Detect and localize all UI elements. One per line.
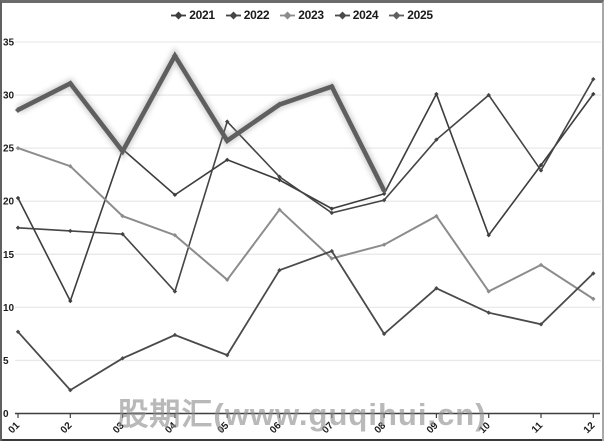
data-point-marker — [225, 157, 230, 163]
series-line-2023 — [17, 147, 594, 300]
series-line-glow-2025 — [15, 46, 389, 193]
y-axis-tick-label: 20 — [3, 197, 15, 208]
x-axis-tick-label: 09 — [425, 420, 441, 436]
y-axis-tick-label: 35 — [3, 38, 15, 49]
data-point-marker — [172, 332, 178, 338]
legend-label: 2023 — [298, 8, 324, 22]
data-point-marker — [172, 289, 178, 294]
data-point-marker — [15, 225, 21, 230]
legend-label: 2024 — [352, 8, 379, 22]
legend-label: 2022 — [243, 8, 270, 22]
bottom-border — [2, 439, 602, 441]
data-point-marker — [224, 137, 231, 144]
data-point-marker — [120, 356, 125, 361]
data-point-marker — [328, 83, 335, 90]
data-point-marker — [329, 206, 334, 211]
data-point-marker — [434, 137, 439, 142]
x-axis-tick-label: 05 — [216, 420, 232, 436]
data-point-marker — [538, 168, 544, 173]
data-point-marker — [434, 213, 439, 219]
legend-marker-icon — [171, 11, 187, 19]
data-point-marker — [67, 80, 74, 87]
series-line-2025 — [16, 51, 387, 192]
series-line-2024 — [17, 250, 594, 392]
data-point-marker — [277, 207, 282, 212]
data-point-marker — [591, 91, 596, 97]
legend-item-2024: 2024 — [334, 8, 379, 22]
x-axis-tick-label: 12 — [582, 420, 598, 436]
legend-label: 2025 — [407, 8, 433, 22]
y-axis-tick-label: 10 — [3, 303, 15, 314]
data-point-marker — [277, 268, 282, 273]
series-line-2022 — [17, 78, 594, 293]
data-point-marker — [15, 106, 21, 113]
data-point-marker — [538, 262, 544, 268]
data-point-marker — [68, 298, 73, 304]
legend-marker-icon — [280, 11, 296, 19]
data-point-marker — [15, 195, 21, 201]
data-point-marker — [171, 52, 178, 59]
data-point-marker — [329, 256, 334, 261]
data-point-marker — [277, 177, 282, 183]
data-point-marker — [486, 92, 491, 98]
chart-legend: 2021 2022 2023 2024 2025 — [2, 8, 602, 22]
data-point-marker — [68, 228, 73, 234]
data-point-marker — [68, 387, 73, 393]
data-point-marker — [225, 352, 230, 358]
data-point-marker — [276, 101, 283, 108]
y-axis-tick-label: 15 — [3, 250, 15, 261]
data-point-marker — [172, 192, 178, 198]
data-point-marker — [329, 210, 334, 216]
x-axis-tick-label: 01 — [6, 420, 22, 436]
data-point-marker — [591, 76, 596, 82]
legend-item-2023: 2023 — [280, 8, 324, 22]
x-axis-tick-label: 06 — [268, 420, 284, 436]
legend-item-2022: 2022 — [225, 8, 270, 22]
x-axis-tick-label: 03 — [111, 420, 127, 436]
data-point-marker — [381, 191, 387, 196]
y-axis-tick-label: 0 — [3, 409, 9, 420]
data-point-marker — [381, 331, 387, 337]
x-axis-tick-label: 11 — [530, 420, 546, 436]
data-point-marker — [591, 271, 596, 276]
data-point-marker — [486, 310, 491, 315]
legend-item-2025: 2025 — [389, 8, 433, 22]
y-axis-tick-label: 30 — [3, 91, 15, 102]
data-point-marker — [172, 232, 178, 238]
legend-marker-icon — [334, 11, 350, 19]
y-axis-tick-label: 5 — [3, 356, 9, 367]
legend-marker-icon — [389, 11, 405, 19]
y-axis-tick-label: 25 — [3, 144, 15, 155]
data-point-marker — [486, 289, 491, 294]
x-axis-tick-label: 02 — [59, 420, 75, 436]
data-point-marker — [68, 163, 73, 169]
data-point-marker — [486, 232, 491, 238]
data-point-marker — [277, 174, 282, 180]
legend-marker-icon — [225, 11, 241, 19]
data-point-marker — [381, 187, 388, 194]
data-point-marker — [591, 296, 596, 302]
x-axis-tick-label: 08 — [373, 420, 389, 436]
legend-label: 2021 — [189, 8, 215, 22]
x-axis-tick-label: 10 — [477, 420, 493, 436]
data-point-marker — [434, 91, 439, 97]
data-point-marker — [329, 248, 334, 254]
data-point-marker — [120, 231, 125, 237]
data-point-marker — [381, 197, 387, 203]
data-point-marker — [434, 286, 439, 291]
x-axis-tick-label: 04 — [163, 420, 179, 436]
data-point-marker — [381, 242, 387, 247]
data-point-marker — [225, 119, 230, 124]
data-point-marker — [119, 148, 126, 155]
data-point-marker — [120, 213, 125, 219]
data-point-marker — [538, 322, 544, 327]
x-axis-tick-label: 07 — [320, 420, 336, 436]
legend-item-2021: 2021 — [171, 8, 215, 22]
data-point-marker — [225, 277, 230, 282]
data-point-marker — [538, 162, 544, 168]
